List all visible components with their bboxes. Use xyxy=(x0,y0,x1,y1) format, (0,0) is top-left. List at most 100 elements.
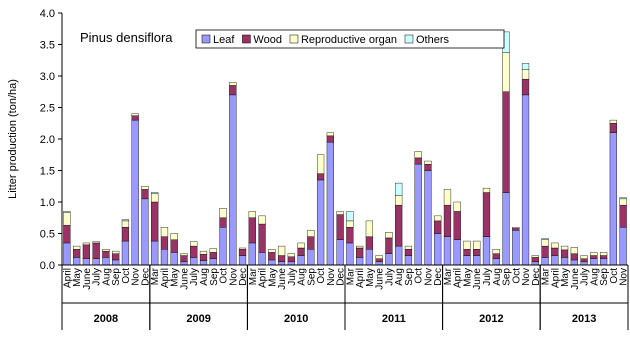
bar-segment xyxy=(580,258,588,263)
bar-segment xyxy=(395,182,403,196)
legend-box xyxy=(195,29,505,49)
bar-segment xyxy=(219,208,227,218)
x-tick-label: April xyxy=(160,268,171,288)
bar-segment xyxy=(258,223,266,253)
bar-segment xyxy=(307,236,315,250)
bar-segment xyxy=(609,123,617,133)
bar-segment xyxy=(385,253,393,266)
group-label: 2013 xyxy=(572,313,596,325)
bar-segment xyxy=(512,230,520,266)
bar-segment xyxy=(463,255,471,266)
bar-segment xyxy=(560,245,569,251)
bar-segment xyxy=(219,217,227,228)
x-tick-label: Oct xyxy=(511,268,522,284)
x-tick-label: Sep xyxy=(111,268,122,286)
bar-segment xyxy=(346,242,354,266)
x-tick-label: July xyxy=(580,268,591,286)
bar-segment xyxy=(404,255,413,266)
x-tick-label: Oct xyxy=(121,268,132,284)
bar-segment xyxy=(580,255,588,259)
bar-segment xyxy=(112,250,120,254)
bar-segment xyxy=(609,119,617,124)
bar-segment xyxy=(131,119,139,266)
bar-segment xyxy=(268,249,276,253)
bar-segment xyxy=(541,245,549,258)
bar-segment xyxy=(82,258,91,266)
bar-segment xyxy=(121,240,130,266)
bar-segment xyxy=(356,245,364,249)
bar-segment xyxy=(521,94,530,266)
bar-segment xyxy=(160,236,169,250)
bar-segment xyxy=(92,258,100,266)
bar-segment xyxy=(141,186,149,190)
bar-segment xyxy=(590,255,598,259)
bar-segment xyxy=(590,252,598,256)
x-tick-label: June xyxy=(570,268,581,290)
bar-segment xyxy=(102,257,110,266)
bar-segment xyxy=(248,217,256,244)
x-tick-label: June xyxy=(82,268,93,290)
group-label: 2012 xyxy=(479,313,503,325)
bar-segment xyxy=(219,226,227,266)
x-tick-label: May xyxy=(170,268,181,287)
bar-segment xyxy=(307,249,315,266)
bar-segment xyxy=(121,220,130,228)
bar-segment xyxy=(151,201,159,242)
x-tick-label: Sep xyxy=(404,268,415,286)
x-tick-label: July xyxy=(92,268,103,286)
group-label: 2009 xyxy=(186,313,210,325)
x-tick-label: Sep xyxy=(306,268,317,286)
legend-label: Others xyxy=(416,34,450,46)
bar-segment xyxy=(531,255,539,258)
group-label: 2011 xyxy=(382,313,406,325)
bar-segment xyxy=(356,257,364,266)
bar-segment xyxy=(521,78,530,96)
bar-segment xyxy=(229,94,237,266)
bar-segment xyxy=(424,163,432,171)
bar-segment xyxy=(248,242,256,266)
bar-segment xyxy=(619,204,627,228)
bar-segment xyxy=(365,249,374,266)
x-tick-label: Nov xyxy=(326,268,337,286)
bar-segment xyxy=(316,173,325,181)
x-tick-label: Mar xyxy=(541,267,552,285)
bar-segment xyxy=(473,255,481,266)
bar-segment xyxy=(512,226,520,229)
bar-segment xyxy=(492,249,500,254)
bar-segment xyxy=(414,157,422,165)
bar-segment xyxy=(453,239,461,266)
bar-segment xyxy=(151,192,159,195)
y-tick-label: 3.0 xyxy=(40,71,55,83)
bar-segment xyxy=(209,248,217,253)
bar-segment xyxy=(238,247,247,250)
bar-segment xyxy=(238,249,247,256)
bar-segment xyxy=(599,255,608,259)
legend-label: Leaf xyxy=(213,34,235,46)
bar-segment xyxy=(502,52,510,92)
x-tick-label: May xyxy=(462,268,473,287)
x-tick-label: Sep xyxy=(599,268,610,286)
bar-segment xyxy=(541,238,549,240)
y-tick-label: 3.5 xyxy=(40,40,55,52)
x-tick-label: June xyxy=(277,268,288,290)
bar-segment xyxy=(297,242,305,249)
bar-segment xyxy=(502,91,510,193)
bar-segment xyxy=(619,198,627,206)
x-tick-label: Nov xyxy=(423,268,434,286)
bar-segment xyxy=(453,211,461,240)
bar-segment xyxy=(385,237,393,254)
x-tick-label: Oct xyxy=(316,268,327,284)
bar-segment xyxy=(121,219,130,222)
bar-segment xyxy=(404,245,413,250)
y-tick-label: 1.0 xyxy=(40,197,55,209)
bar-segment xyxy=(599,258,608,266)
bar-segment xyxy=(297,255,305,266)
x-tick-label: June xyxy=(375,268,386,290)
bar-segment xyxy=(92,241,100,244)
x-tick-label: May xyxy=(365,268,376,287)
bar-segment xyxy=(414,151,422,159)
bar-segment xyxy=(336,239,344,266)
y-axis-label: Litter production (ton/ha) xyxy=(7,79,19,199)
bar-segment xyxy=(492,258,500,266)
